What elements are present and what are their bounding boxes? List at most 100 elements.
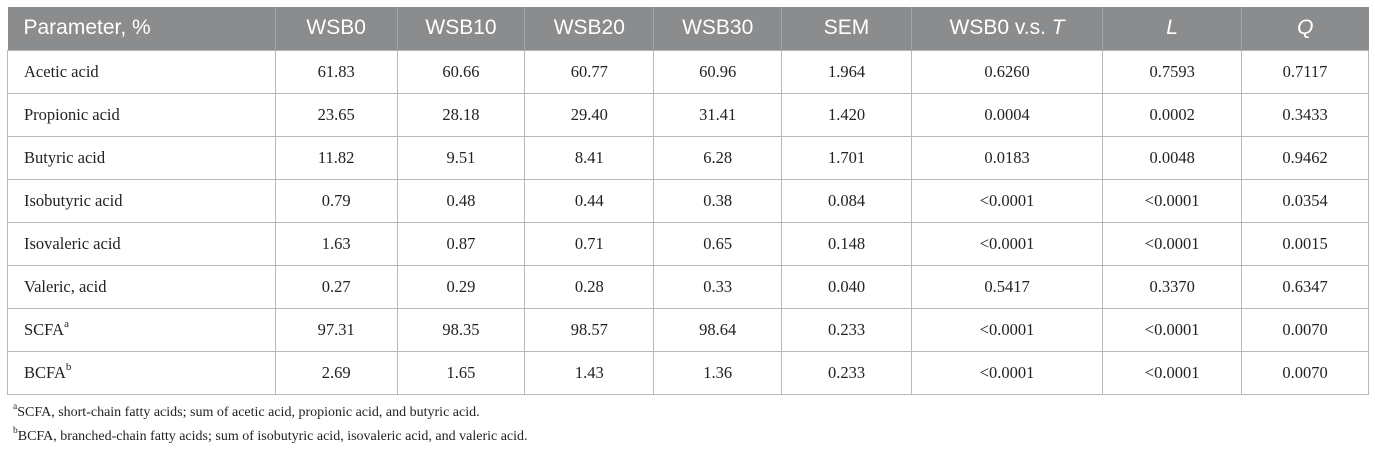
- row-label: Acetic acid: [7, 49, 276, 94]
- table-cell: <0.0001: [1102, 221, 1243, 266]
- table-cell: 0.28: [524, 264, 655, 309]
- row-label: BCFAb: [7, 350, 276, 395]
- table-cell: 60.96: [653, 49, 783, 94]
- table-cell: 0.7117: [1241, 49, 1369, 94]
- data-table: Parameter, % WSB0 WSB10 WSB20 WSB30 SEM …: [7, 7, 1369, 395]
- table-cell: 28.18: [396, 92, 526, 137]
- table-cell: 0.7593: [1102, 49, 1243, 94]
- row-label-text: Acetic acid: [24, 61, 99, 81]
- table-cell: <0.0001: [1102, 178, 1243, 223]
- table-cell: 1.964: [781, 49, 912, 94]
- table-cell: 0.71: [524, 221, 655, 266]
- row-label-text: Isobutyric acid: [24, 190, 123, 210]
- header-linear: L: [1102, 7, 1243, 50]
- table-cell: 9.51: [396, 135, 526, 180]
- table-cell: 1.701: [781, 135, 912, 180]
- table-cell: <0.0001: [1102, 350, 1243, 395]
- header-wsb10: WSB10: [397, 7, 526, 50]
- table-cell: 98.64: [653, 307, 783, 352]
- table-cell: 0.0004: [910, 92, 1104, 137]
- row-label-text: BCFA: [24, 362, 66, 382]
- table-row: Acetic acid 61.83 60.66 60.77 60.96 1.964 0.62…: [7, 49, 1369, 94]
- header-sem: SEM: [781, 7, 912, 50]
- table-cell: 29.40: [524, 92, 655, 137]
- table-row: Butyric acid 11.82 9.51 8.41 6.28 1.701 0.0183…: [7, 135, 1369, 180]
- header-wsb20: WSB20: [524, 7, 655, 50]
- table-row: Propionic acid 23.65 28.18 29.40 31.41 1.420 0…: [7, 92, 1369, 137]
- table-cell: 0.084: [781, 178, 912, 223]
- footnote-mark: a: [13, 402, 18, 413]
- table-cell: 0.6260: [910, 49, 1104, 94]
- table-cell: 0.0070: [1241, 307, 1369, 352]
- table-cell: <0.0001: [910, 221, 1104, 266]
- table-cell: 0.5417: [910, 264, 1104, 309]
- header-wsb0: WSB0: [275, 7, 398, 50]
- table-row: SCFAa 97.31 98.35 98.57 98.64 0.233 <0.0001 <0.…: [7, 307, 1369, 352]
- table-cell: 1.63: [274, 221, 398, 266]
- table-cell: 1.43: [524, 350, 655, 395]
- header-row: Parameter, % WSB0 WSB10 WSB20 WSB30 SEM …: [7, 7, 1369, 50]
- table-cell: 98.57: [524, 307, 655, 352]
- table-cell: 61.83: [274, 49, 398, 94]
- table-cell: 0.44: [524, 178, 655, 223]
- table-cell: 0.87: [396, 221, 526, 266]
- table-cell: 1.65: [396, 350, 526, 395]
- table-cell: 98.35: [396, 307, 526, 352]
- footnote-a: aSCFA, short-chain fatty acids; sum of a…: [13, 401, 528, 425]
- table-cell: 0.0354: [1241, 178, 1369, 223]
- row-label: SCFAa: [7, 307, 276, 352]
- table-body: Acetic acid 61.83 60.66 60.77 60.96 1.964 0.62…: [7, 49, 1369, 395]
- row-label: Isobutyric acid: [7, 178, 276, 223]
- footnote-mark: b: [13, 426, 18, 437]
- header-wsb0-vs-t: WSB0 v.s. T: [911, 7, 1104, 50]
- table-cell: 0.233: [781, 350, 912, 395]
- table-cell: 60.66: [396, 49, 526, 94]
- table-cell: 0.38: [653, 178, 783, 223]
- table-cell: 1.36: [653, 350, 783, 395]
- footnote-mark: b: [65, 361, 72, 373]
- table-cell: 0.0015: [1241, 221, 1369, 266]
- table-cell: 23.65: [274, 92, 398, 137]
- table-row: Valeric, acid 0.27 0.29 0.28 0.33 0.040 0.5417…: [7, 264, 1369, 309]
- row-label: Propionic acid: [7, 92, 276, 137]
- table-cell: 0.9462: [1241, 135, 1369, 180]
- table-cell: 0.48: [396, 178, 526, 223]
- row-label: Valeric, acid: [7, 264, 276, 309]
- row-label-text: SCFA: [24, 319, 65, 339]
- table-cell: 31.41: [653, 92, 783, 137]
- table-cell: 0.79: [274, 178, 398, 223]
- row-label-text: Valeric, acid: [24, 276, 107, 296]
- table-row: Isovaleric acid 1.63 0.87 0.71 0.65 0.148 <0.0…: [7, 221, 1369, 266]
- header-wsb30: WSB30: [653, 7, 783, 50]
- table-row: Isobutyric acid 0.79 0.48 0.44 0.38 0.084 <0.0…: [7, 178, 1369, 223]
- footnote-text: BCFA, branched-chain fatty acids; sum of…: [17, 429, 528, 444]
- footnotes: aSCFA, short-chain fatty acids; sum of a…: [13, 401, 528, 449]
- table-cell: 1.420: [781, 92, 912, 137]
- table-cell: 0.040: [781, 264, 912, 309]
- header-quadratic: Q: [1297, 16, 1314, 40]
- table-cell: 0.233: [781, 307, 912, 352]
- table-cell: 0.3433: [1241, 92, 1369, 137]
- row-label-text: Propionic acid: [24, 104, 120, 124]
- table-cell: 0.0070: [1241, 350, 1369, 395]
- table-cell: <0.0001: [1102, 307, 1243, 352]
- header-t-label: T: [1051, 16, 1065, 40]
- header-wsb0-vs-label: WSB0 v.s.: [949, 16, 1052, 40]
- table-cell: <0.0001: [910, 350, 1104, 395]
- table-cell: <0.0001: [910, 307, 1104, 352]
- table-cell: 0.65: [653, 221, 783, 266]
- table-cell: 0.27: [274, 264, 398, 309]
- table-cell: 0.0048: [1102, 135, 1243, 180]
- table-cell: <0.0001: [910, 178, 1104, 223]
- footnote-mark: a: [64, 318, 69, 330]
- table-cell: 0.33: [653, 264, 783, 309]
- table-cell: 8.41: [524, 135, 655, 180]
- header-parameter: Parameter, %: [7, 7, 276, 50]
- row-label: Isovaleric acid: [7, 221, 276, 266]
- table-cell: 97.31: [274, 307, 398, 352]
- table-cell: 0.0183: [910, 135, 1104, 180]
- row-label: Butyric acid: [7, 135, 276, 180]
- row-label-text: Butyric acid: [24, 147, 106, 167]
- table-cell: 2.69: [274, 350, 398, 395]
- table-cell: 0.6347: [1241, 264, 1369, 309]
